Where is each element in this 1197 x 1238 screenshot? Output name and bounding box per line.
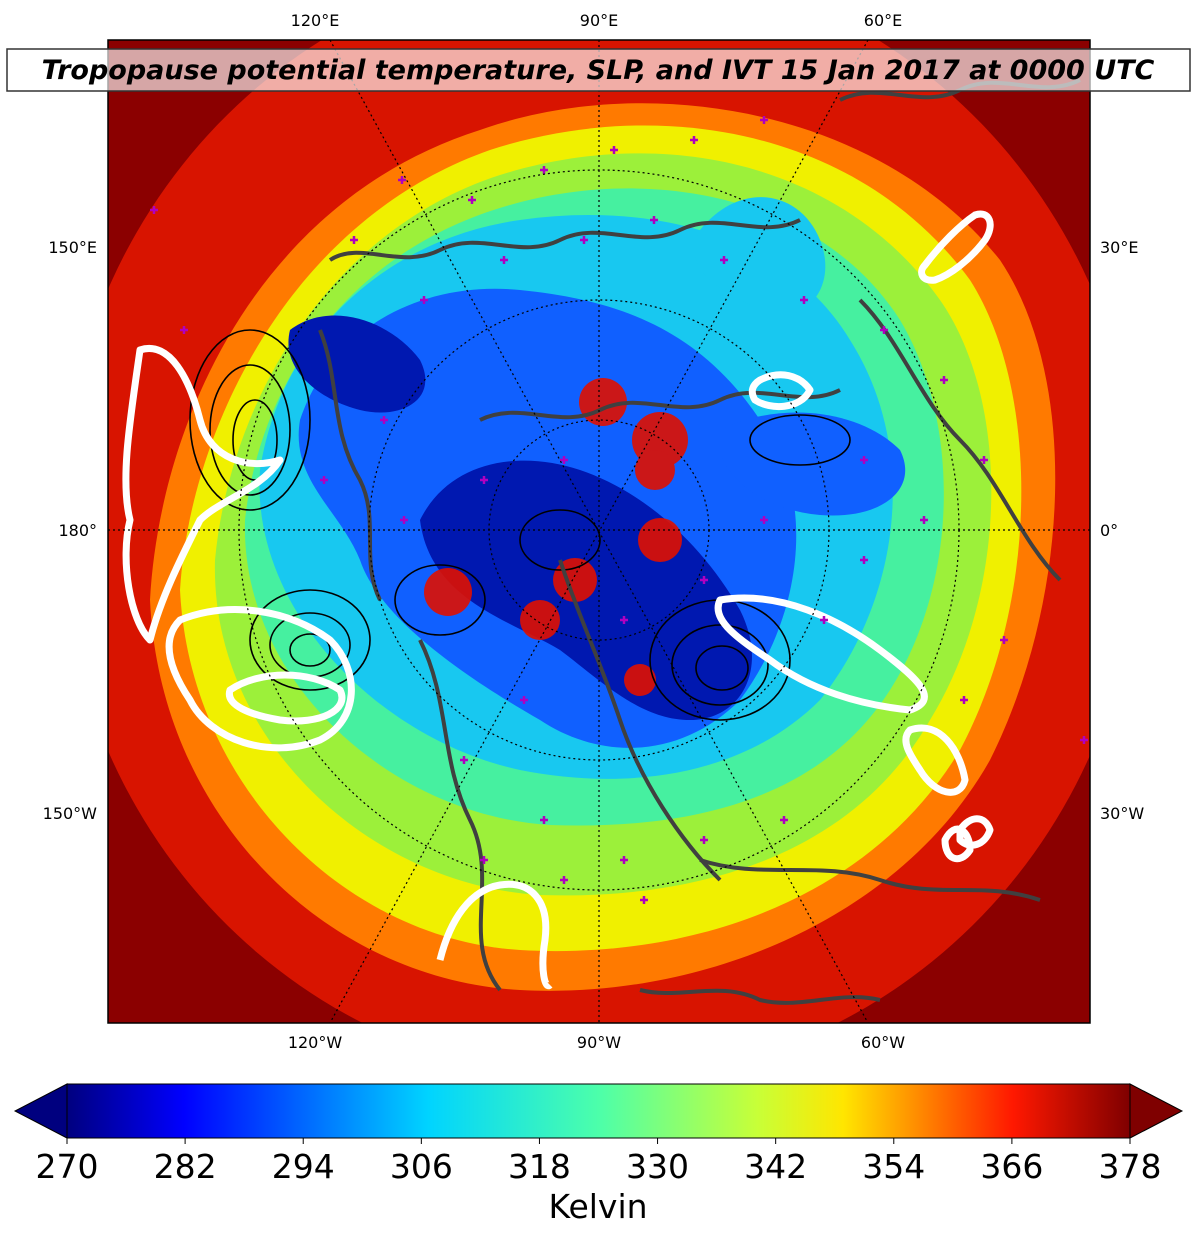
lon-label-top-3: 60°E — [864, 11, 902, 30]
lon-label-right-1: 30°E — [1100, 238, 1138, 257]
ivt-contours — [122, 210, 994, 990]
lon-label-bottom-3: 60°W — [861, 1033, 905, 1052]
colorbar-tick-label: 306 — [390, 1147, 453, 1186]
colorbar-gradient — [66, 1083, 1131, 1139]
colorbar-tick-label: 318 — [508, 1147, 571, 1186]
colorbar: 270 282 294 306 318 330 342 354 366 378 Kelvin — [13, 1083, 1184, 1226]
colorbar-tick-label: 282 — [154, 1147, 217, 1186]
map-title: Tropopause potential temperature, SLP, a… — [42, 55, 1155, 86]
lon-label-left-2: 180° — [58, 521, 97, 540]
colorbar-tick-label: 342 — [744, 1147, 807, 1186]
title-box — [6, 48, 1191, 92]
lon-label-right-2: 0° — [1100, 521, 1118, 540]
colorbar-extend-high — [1129, 1083, 1184, 1139]
map-frame — [107, 39, 1091, 1024]
coastlines — [318, 78, 1081, 1005]
colorbar-ticks: 270 282 294 306 318 330 342 354 366 378 — [36, 1138, 1162, 1186]
lon-label-bottom-2: 90°W — [577, 1033, 621, 1052]
lon-label-left-3: 150°W — [43, 804, 98, 823]
colorbar-tick-label: 330 — [626, 1147, 689, 1186]
colorbar-tick-label: 378 — [1099, 1147, 1162, 1186]
high-theta-blobs — [424, 378, 688, 696]
station-markers — [150, 116, 1088, 904]
map-area — [108, 40, 1090, 1023]
lon-label-top-1: 120°E — [291, 11, 340, 30]
colorbar-tick-label: 294 — [272, 1147, 335, 1186]
colorbar-extend-low — [13, 1083, 68, 1139]
colorbar-tick-label: 366 — [980, 1147, 1043, 1186]
colorbar-tick-label: 354 — [862, 1147, 925, 1186]
graticule — [108, 40, 1090, 1023]
colorbar-label: Kelvin — [548, 1187, 647, 1226]
lon-label-left-1: 150°E — [48, 238, 97, 257]
lon-label-right-3: 30°W — [1100, 804, 1144, 823]
lon-label-bottom-1: 120°W — [288, 1033, 343, 1052]
colorbar-tick-label: 270 — [36, 1147, 99, 1186]
lon-label-top-2: 90°E — [580, 11, 618, 30]
